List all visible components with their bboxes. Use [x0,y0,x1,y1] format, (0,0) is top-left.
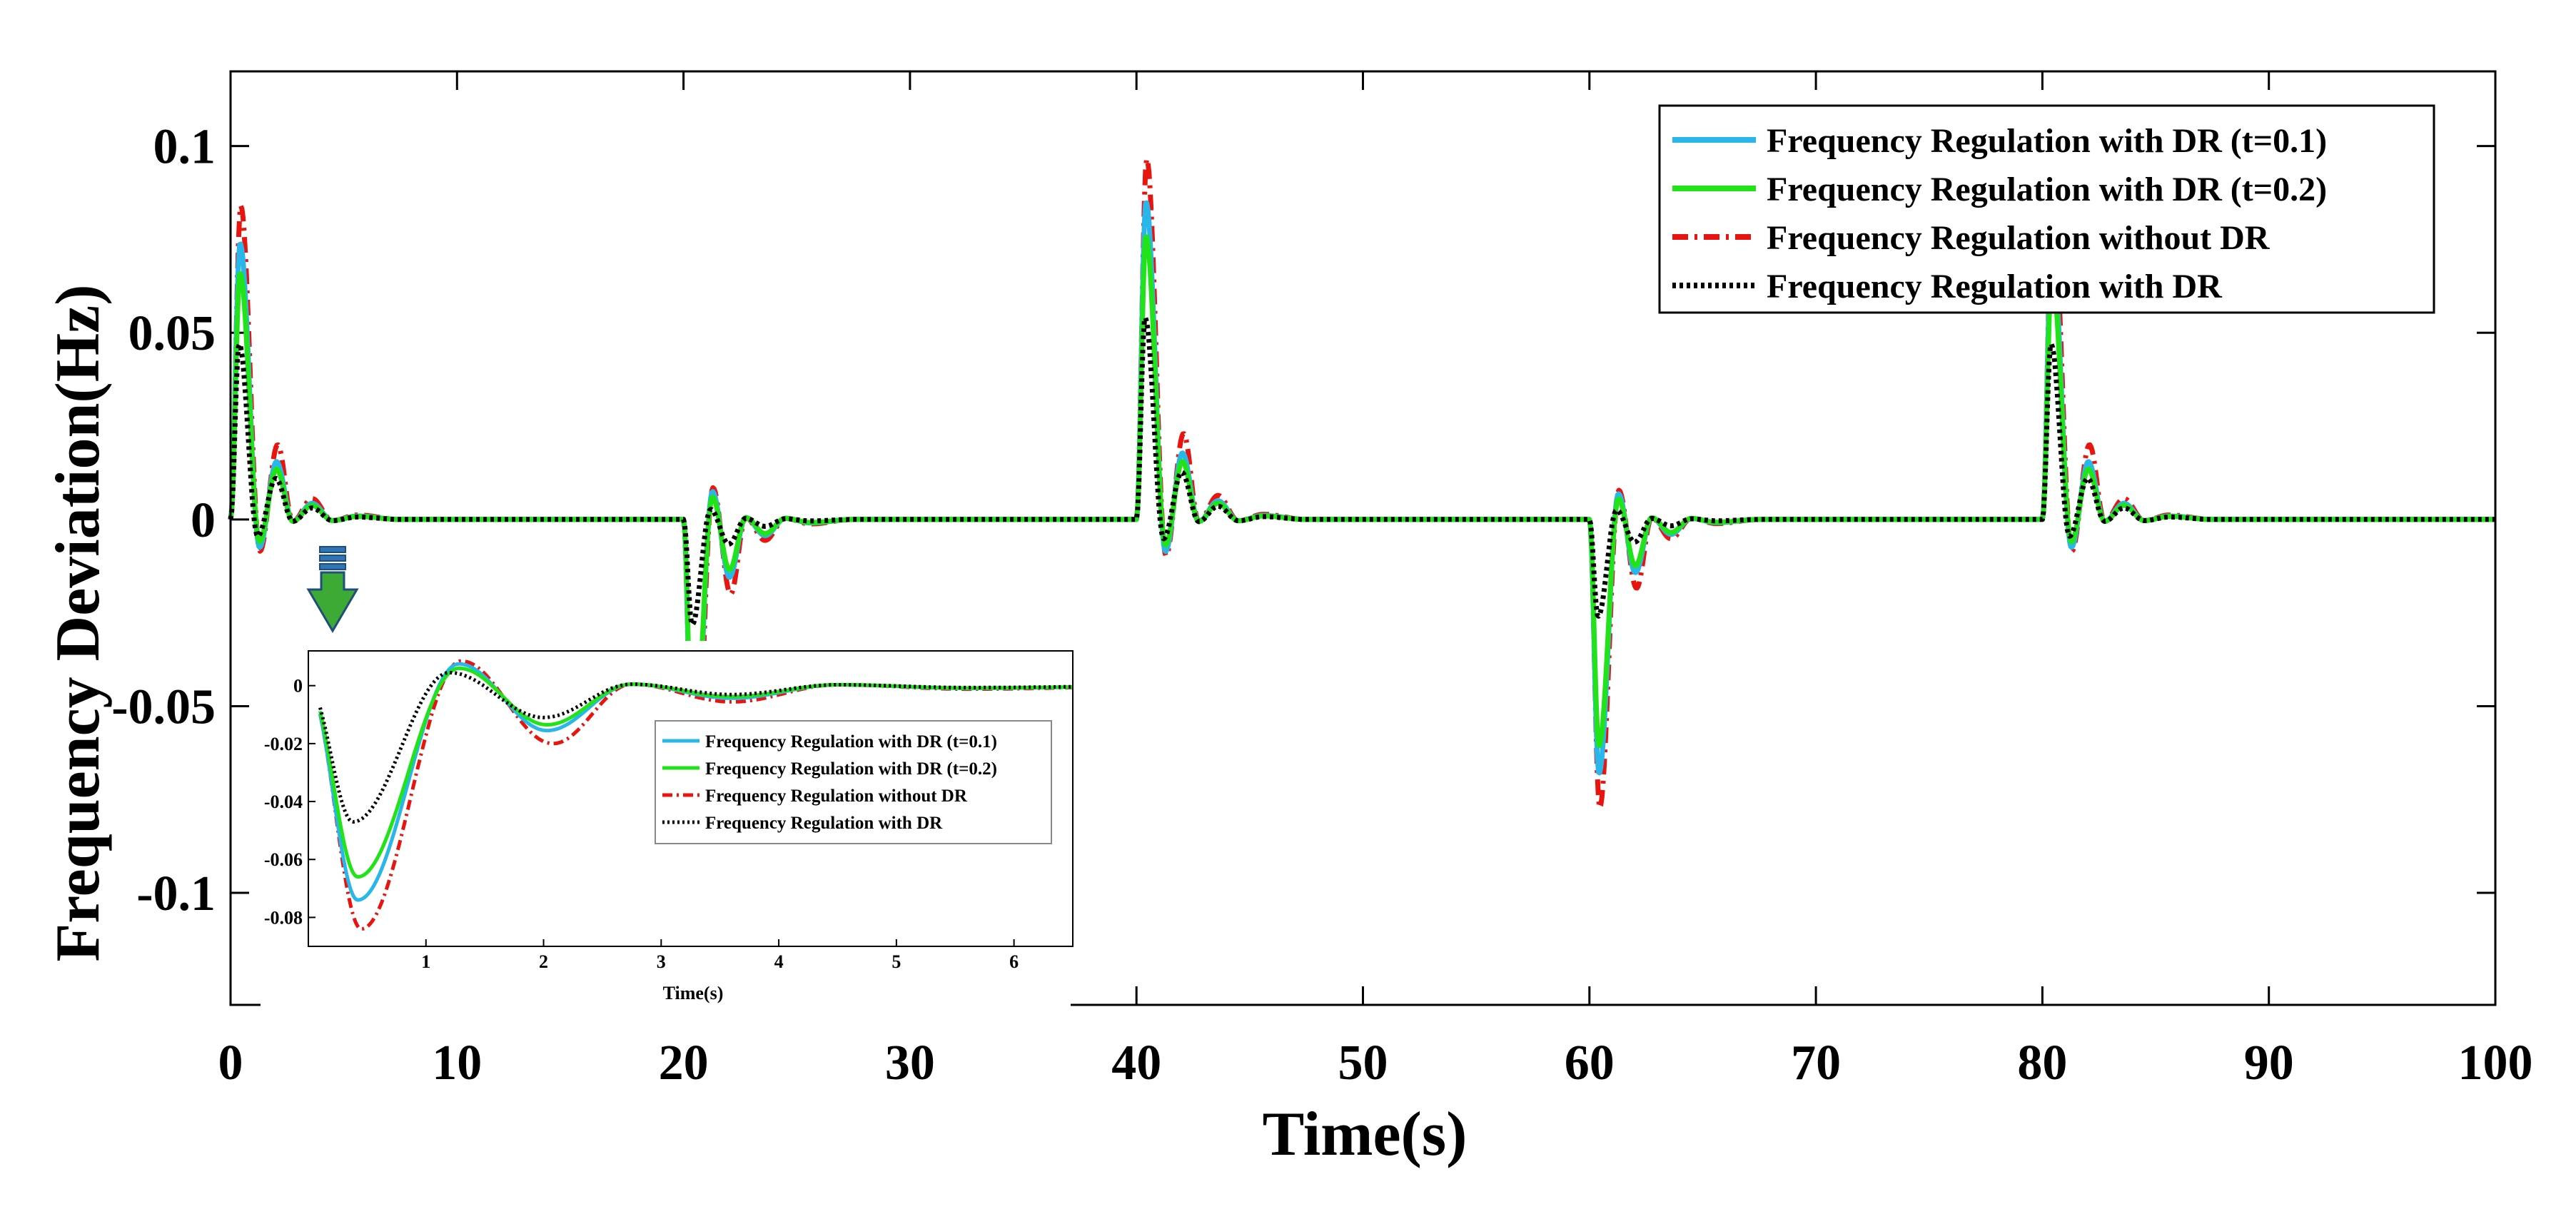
main-x-tick-labels: 0 10 20 30 40 50 60 70 80 90 100 [218,1036,2533,1091]
main-legend: Frequency Regulation with DR (t=0.1) Freq… [1658,104,2435,314]
main-plot: 0 10 20 30 40 50 60 70 80 90 100 -0.1-0.0500.050.1… [44,70,2533,1169]
inset-legend-entry: Frequency Regulation without DR [705,786,968,806]
x-axis-title: Time(s) [1263,1100,1468,1169]
inset-y-tick-label: -0.06 [264,849,303,870]
legend-entry: Frequency Regulation with DR (t=0.1) [1767,122,2327,160]
series-line [228,315,2497,627]
y-tick-label: 0.1 [153,120,216,175]
x-tick-label: 0 [218,1036,243,1091]
inset-x-tick-label: 6 [1009,951,1019,972]
inset-y-tick-label: -0.02 [264,734,303,754]
legend-entry: Frequency Regulation with DR [1767,268,2223,305]
main-axes-frame [229,70,2497,1006]
legend-entry: Frequency Regulation with DR (t=0.2) [1767,171,2327,208]
x-tick-label: 20 [659,1036,709,1091]
x-tick-label: 40 [1111,1036,1161,1091]
x-tick-label: 90 [2244,1036,2294,1091]
inset-tick-marks [308,684,1015,946]
inset-legend-entry: Frequency Regulation with DR (t=0.1) [705,732,997,752]
inset-series-lines [318,659,1074,931]
inset-x-tick-labels: 1 2 3 4 5 6 [421,951,1019,972]
legend-entry: Frequency Regulation without DR [1767,219,2271,257]
inset-x-tick-label: 3 [657,951,666,972]
inset-x-tick-label: 5 [892,951,901,972]
inset-legend-entry: Frequency Regulation with DR [705,814,943,833]
y-axis-title: Frequency Deviation(Hz) [44,284,113,961]
x-tick-label: 70 [1791,1036,1841,1091]
inset-series-line [318,670,1074,824]
main-series-lines [228,156,2497,836]
inset-y-tick-labels: -0.08 -0.06 -0.04 -0.02 0 [264,676,303,929]
inset-plot: 1 2 3 4 5 6 -0.08 -0.06 -0.04 -0.02 0 Time(s) Fre… [261,641,1074,1008]
inset-axes-frame [308,650,1074,947]
inset-y-tick-label: -0.08 [264,907,303,928]
inset-y-tick-label: 0 [293,676,303,697]
inset-x-axis-title: Time(s) [663,983,724,1003]
inset-x-tick-label: 1 [421,951,430,972]
x-tick-label: 50 [1338,1036,1388,1091]
inset-legend-box [655,720,1052,844]
x-tick-label: 80 [2017,1036,2067,1091]
x-tick-label: 60 [1565,1036,1615,1091]
y-tick-label: -0.05 [111,679,216,734]
y-tick-label: -0.1 [136,866,216,921]
inset-x-tick-label: 2 [539,951,548,972]
inset-legend: Frequency Regulation with DR (t=0.1) Freq… [655,720,1052,844]
zoom-arrow-icon [306,546,359,633]
y-tick-label: 0.05 [128,306,216,361]
x-tick-label: 10 [432,1036,482,1091]
inset-x-tick-label: 4 [774,951,784,972]
x-tick-label: 30 [885,1036,935,1091]
x-tick-label: 100 [2458,1036,2533,1091]
main-y-tick-labels: -0.1 -0.05 0 0.05 0.1 [111,120,216,921]
inset-legend-entry: Frequency Regulation with DR (t=0.2) [705,759,997,779]
inset-y-tick-label: -0.04 [264,791,303,812]
y-tick-label: 0 [191,493,216,548]
legend-box [1658,104,2435,314]
